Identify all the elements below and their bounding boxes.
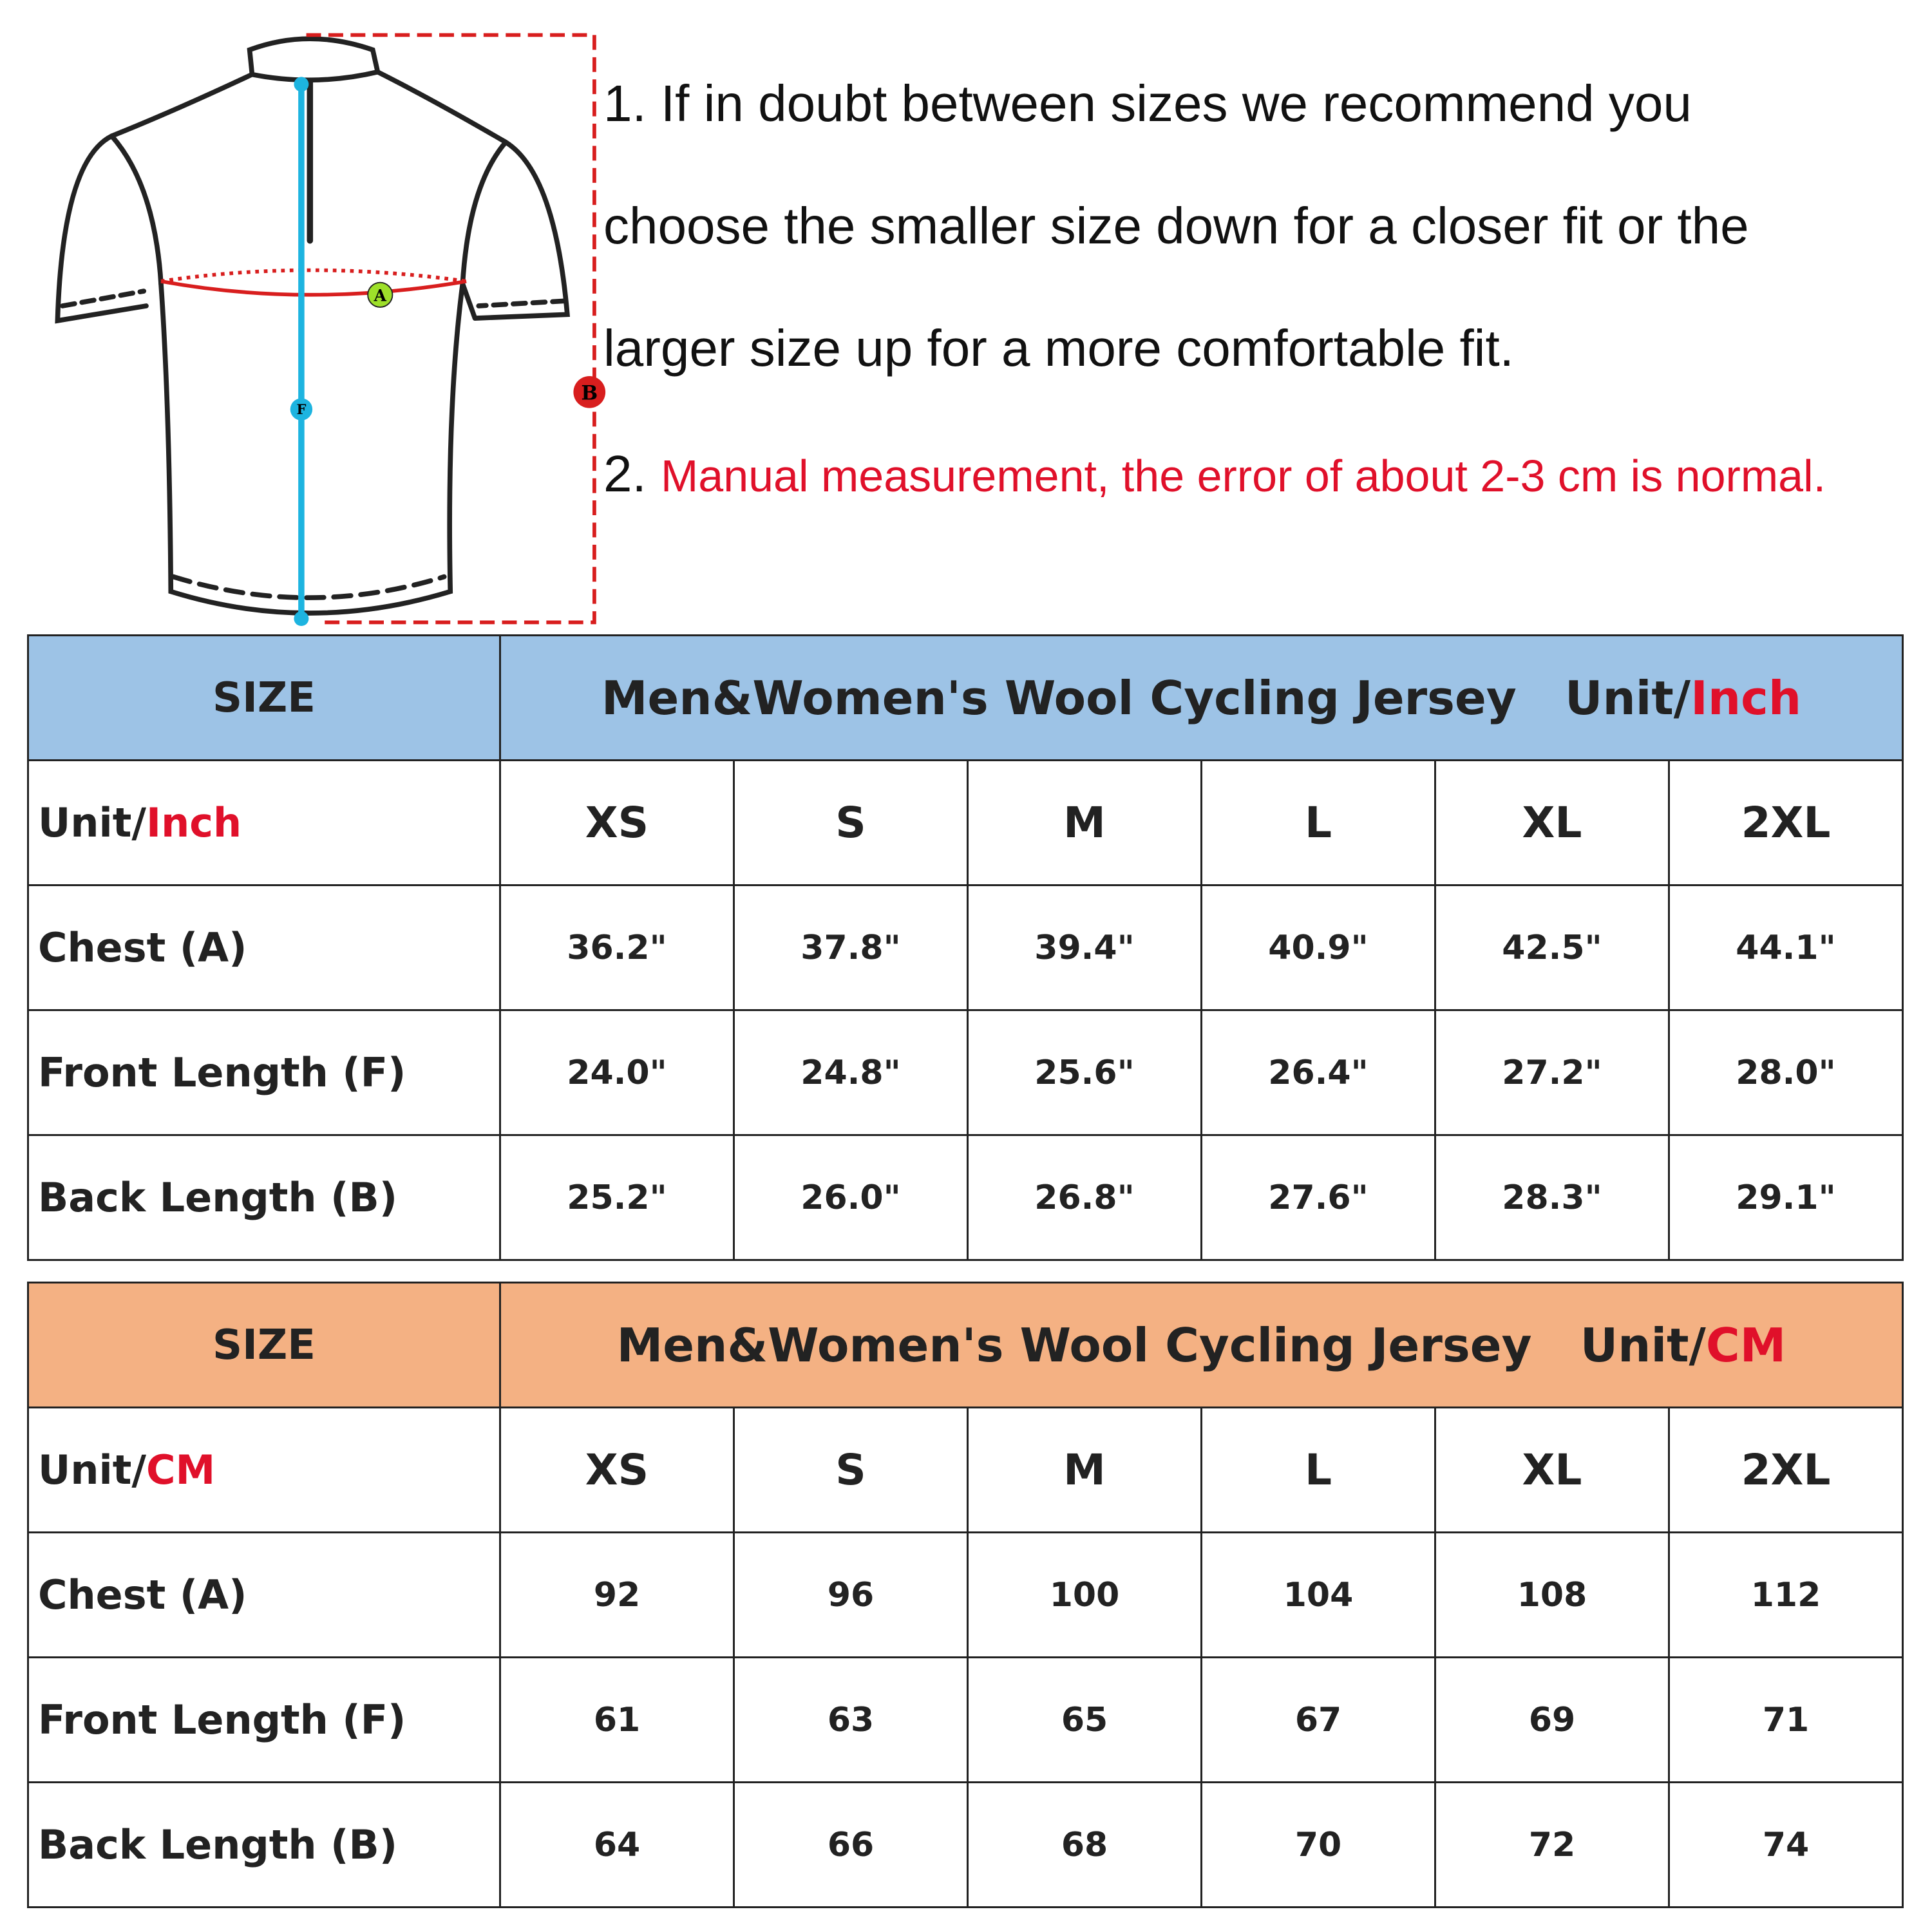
size-label: XL <box>1434 1406 1670 1533</box>
unit-prefix: Unit/ <box>1564 670 1691 725</box>
cell: 100 <box>967 1531 1202 1658</box>
measure-row: Front Length (F) 24.0" 24.8" 25.6" 26.4" 27.2… <box>27 1009 1904 1136</box>
note-text: Manual measurement, the error of about 2… <box>660 451 1826 501</box>
note-number: 2. <box>603 445 647 502</box>
cell: 28.3" <box>1434 1134 1670 1261</box>
label-f: F <box>296 401 306 417</box>
cell: 69 <box>1434 1656 1670 1783</box>
row-label: Chest (A) <box>27 884 501 1011</box>
size-label: XL <box>1434 759 1670 886</box>
row-label: Back Length (B) <box>27 1781 501 1908</box>
cell: 28.0" <box>1668 1009 1904 1136</box>
unit-prefix: Unit/ <box>1580 1318 1706 1372</box>
cell: 25.2" <box>499 1134 735 1261</box>
unit: CM <box>1705 1318 1786 1372</box>
size-label: M <box>967 759 1202 886</box>
row-label: Front Length (F) <box>27 1656 501 1783</box>
unit: Inch <box>1690 670 1802 725</box>
size-label: M <box>967 1406 1202 1533</box>
cell: 108 <box>1434 1531 1670 1658</box>
size-table: SIZE Men&Women's Wool Cycling Jersey Unit… <box>27 1282 1904 1908</box>
measure-row: Chest (A) 36.2" 37.8" 39.4" 40.9" 42.5" 44.1" <box>27 884 1904 1011</box>
measure-row: Back Length (B) 25.2" 26.0" 26.8" 27.6" 28.3"… <box>27 1134 1904 1261</box>
cell: 37.8" <box>733 884 969 1011</box>
size-label: S <box>733 759 969 886</box>
row-label: Back Length (B) <box>27 1134 501 1261</box>
unit: CM <box>146 1446 216 1493</box>
size-label: L <box>1200 759 1436 886</box>
unit-prefix: Unit/ <box>38 1446 147 1493</box>
cell: 74 <box>1668 1781 1904 1908</box>
cell: 26.0" <box>733 1134 969 1261</box>
cell: 27.6" <box>1200 1134 1436 1261</box>
size-table: SIZE Men&Women's Wool Cycling Jersey Unit… <box>27 634 1904 1261</box>
note-line: larger size up for a more comfortable fi… <box>603 319 1514 377</box>
note-2: 2. Manual measurement, the error of abou… <box>603 444 1826 504</box>
cell: 29.1" <box>1668 1134 1904 1261</box>
cell: 61 <box>499 1656 735 1783</box>
title: Men&Women's Wool Cycling Jersey <box>616 1318 1532 1372</box>
unit-cell: Unit/CM <box>27 1406 501 1533</box>
cell: 63 <box>733 1656 969 1783</box>
measure-row: Chest (A) 92 96 100 104 108 112 <box>27 1531 1904 1658</box>
cell: 92 <box>499 1531 735 1658</box>
cell: 112 <box>1668 1531 1904 1658</box>
cell: 24.0" <box>499 1009 735 1136</box>
header-row: SIZE Men&Women's Wool Cycling Jersey Unit… <box>27 1282 1904 1408</box>
cell: 25.6" <box>967 1009 1202 1136</box>
cell: 68 <box>967 1781 1202 1908</box>
size-row: Unit/CM XS S M L XL 2XL <box>27 1406 1904 1533</box>
note-line: 1. If in doubt between sizes we recommen… <box>603 75 1692 132</box>
cell: 27.2" <box>1434 1009 1670 1136</box>
cell: 67 <box>1200 1656 1436 1783</box>
size-header: SIZE <box>27 634 501 761</box>
cell: 26.4" <box>1200 1009 1436 1136</box>
cell: 71 <box>1668 1656 1904 1783</box>
header-row: SIZE Men&Women's Wool Cycling Jersey Unit… <box>27 634 1904 761</box>
title: Men&Women's Wool Cycling Jersey <box>601 670 1517 725</box>
size-label: XS <box>499 759 735 886</box>
label-a: A <box>374 286 387 305</box>
size-label: L <box>1200 1406 1436 1533</box>
size-label: 2XL <box>1668 759 1904 886</box>
cell: 70 <box>1200 1781 1436 1908</box>
size-header: SIZE <box>27 1282 501 1408</box>
table-title: Men&Women's Wool Cycling Jersey Unit/CM <box>499 1282 1904 1408</box>
cell: 64 <box>499 1781 735 1908</box>
measure-row: Back Length (B) 64 66 68 70 72 74 <box>27 1781 1904 1908</box>
row-label: Front Length (F) <box>27 1009 501 1136</box>
label-b: B <box>581 381 598 404</box>
size-row: Unit/Inch XS S M L XL 2XL <box>27 759 1904 886</box>
size-label: 2XL <box>1668 1406 1904 1533</box>
note-line: choose the smaller size down for a close… <box>603 197 1749 254</box>
cell: 24.8" <box>733 1009 969 1136</box>
unit-cell: Unit/Inch <box>27 759 501 886</box>
unit: Inch <box>146 799 242 846</box>
row-label: Chest (A) <box>27 1531 501 1658</box>
cell: 42.5" <box>1434 884 1670 1011</box>
measure-row: Front Length (F) 61 63 65 67 69 71 <box>27 1656 1904 1783</box>
size-label: S <box>733 1406 969 1533</box>
cell: 39.4" <box>967 884 1202 1011</box>
table-title: Men&Women's Wool Cycling Jersey Unit/Inc… <box>499 634 1904 761</box>
cell: 66 <box>733 1781 969 1908</box>
cell: 26.8" <box>967 1134 1202 1261</box>
size-label: XS <box>499 1406 735 1533</box>
unit-prefix: Unit/ <box>38 799 147 846</box>
cell: 44.1" <box>1668 884 1904 1011</box>
cell: 72 <box>1434 1781 1670 1908</box>
cell: 40.9" <box>1200 884 1436 1011</box>
cell: 65 <box>967 1656 1202 1783</box>
jersey-diagram: A B F <box>55 33 606 627</box>
cell: 104 <box>1200 1531 1436 1658</box>
cell: 96 <box>733 1531 969 1658</box>
cell: 36.2" <box>499 884 735 1011</box>
